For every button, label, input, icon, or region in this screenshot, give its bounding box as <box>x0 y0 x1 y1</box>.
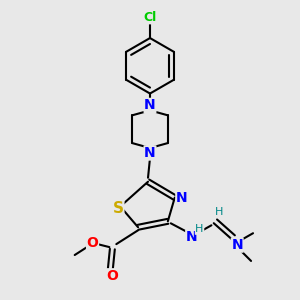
Text: H: H <box>195 224 204 234</box>
Text: O: O <box>87 236 98 250</box>
Text: O: O <box>106 269 118 283</box>
Text: N: N <box>144 146 156 160</box>
Text: N: N <box>176 190 188 205</box>
Text: N: N <box>231 238 243 252</box>
Text: N: N <box>144 98 156 112</box>
Text: Cl: Cl <box>143 11 157 24</box>
Text: S: S <box>113 201 124 216</box>
Text: H: H <box>215 207 224 218</box>
Text: N: N <box>186 230 197 244</box>
